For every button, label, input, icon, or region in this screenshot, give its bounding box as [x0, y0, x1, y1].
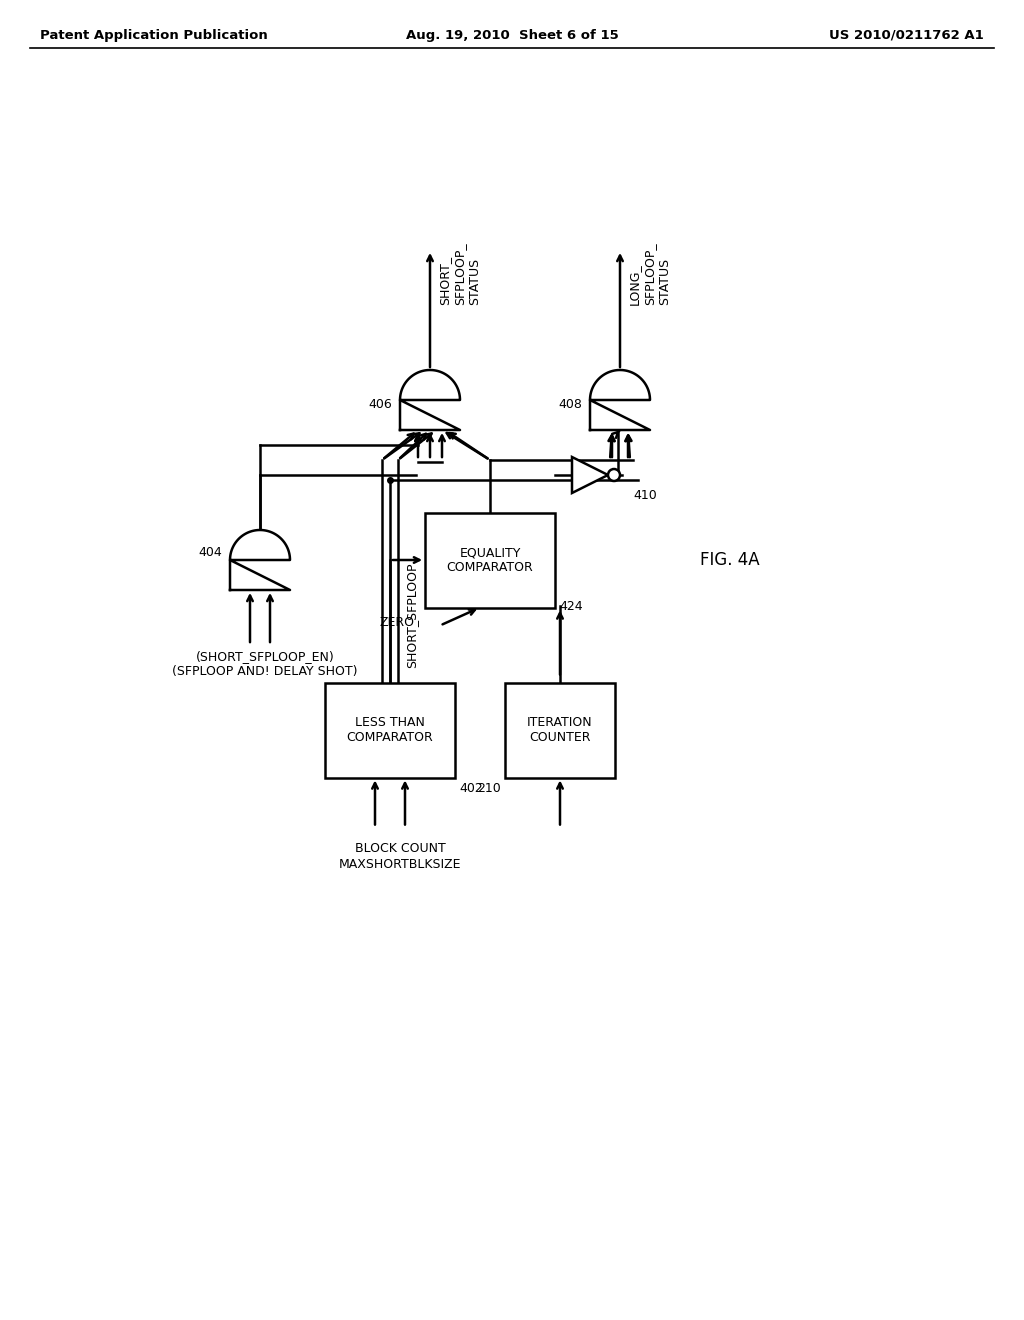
Polygon shape — [572, 457, 608, 492]
Bar — [325, 682, 455, 777]
Text: ZERO: ZERO — [380, 616, 415, 630]
Text: SHORT_SFPLOOP: SHORT_SFPLOOP — [406, 562, 418, 668]
Circle shape — [608, 469, 620, 480]
Text: LESS THAN
COMPARATOR: LESS THAN COMPARATOR — [347, 715, 433, 744]
Text: 410: 410 — [633, 488, 656, 502]
Text: 408: 408 — [558, 399, 582, 412]
Polygon shape — [590, 370, 650, 430]
Text: EQUALITY
COMPARATOR: EQUALITY COMPARATOR — [446, 546, 534, 574]
Text: BLOCK COUNT
MAXSHORTBLKSIZE: BLOCK COUNT MAXSHORTBLKSIZE — [339, 842, 461, 870]
Text: 210: 210 — [477, 781, 501, 795]
Bar — [425, 512, 555, 607]
Polygon shape — [400, 370, 460, 430]
Text: Aug. 19, 2010  Sheet 6 of 15: Aug. 19, 2010 Sheet 6 of 15 — [406, 29, 618, 41]
Text: Patent Application Publication: Patent Application Publication — [40, 29, 267, 41]
Text: US 2010/0211762 A1: US 2010/0211762 A1 — [829, 29, 984, 41]
Text: 404: 404 — [199, 545, 222, 558]
Text: (SHORT_SFPLOOP_EN)
(SFPLOOP AND! DELAY SHOT): (SHORT_SFPLOOP_EN) (SFPLOOP AND! DELAY S… — [172, 649, 357, 678]
Text: LONG_
SFPLOOP_
STATUS: LONG_ SFPLOOP_ STATUS — [628, 243, 671, 305]
Text: 424: 424 — [559, 599, 583, 612]
Bar — [505, 682, 615, 777]
Text: SHORT_
SFPLOOP_
STATUS: SHORT_ SFPLOOP_ STATUS — [438, 243, 481, 305]
Text: ITERATION
COUNTER: ITERATION COUNTER — [527, 715, 593, 744]
Polygon shape — [230, 531, 290, 590]
Text: 406: 406 — [369, 399, 392, 412]
Text: FIG. 4A: FIG. 4A — [700, 550, 760, 569]
Text: 402: 402 — [459, 781, 482, 795]
